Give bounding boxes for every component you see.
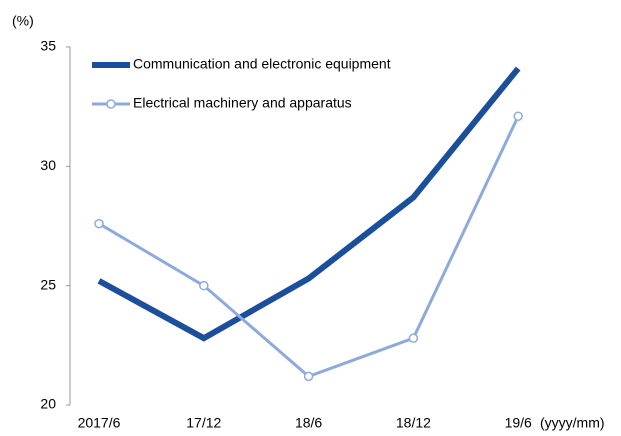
y-tick-label: 35 [40,38,56,54]
x-tick-label: 19/6 [505,415,532,431]
x-tick-label: 18/6 [295,415,322,431]
y-tick-label: 25 [40,276,56,292]
y-axis-label: (%) [12,13,34,29]
y-tick-label: 30 [40,157,56,173]
series-line [97,66,521,342]
x-tick-label: 17/12 [186,415,221,431]
x-axis-label: (yyyy/mm) [540,415,605,431]
legend-label: Electrical machinery and apparatus [133,95,352,111]
point-marker [303,371,314,382]
legend-marker [106,99,116,109]
y-tick-label: 20 [40,396,56,412]
legend-label: Communication and electronic equipment [133,56,391,72]
series-line [98,115,520,379]
point-marker [513,111,523,121]
x-tick-label: 18/12 [396,415,431,431]
x-tick-label: 2017/6 [78,415,121,431]
point-marker [408,333,419,343]
point-marker [94,218,104,229]
point-marker [199,280,209,291]
